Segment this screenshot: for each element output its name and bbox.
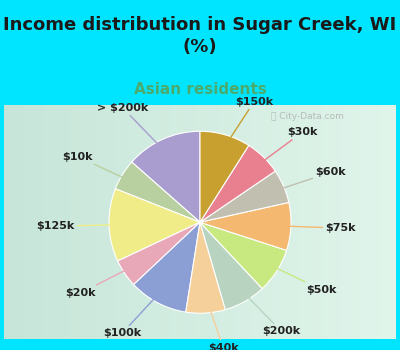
Text: $125k: $125k bbox=[36, 221, 129, 231]
Text: Asian residents: Asian residents bbox=[134, 82, 266, 97]
Text: $60k: $60k bbox=[265, 167, 346, 194]
Wedge shape bbox=[109, 189, 200, 261]
Wedge shape bbox=[200, 202, 291, 250]
Text: $100k: $100k bbox=[103, 285, 167, 338]
Text: $10k: $10k bbox=[62, 152, 140, 185]
Text: $40k: $40k bbox=[204, 293, 238, 350]
Text: $50k: $50k bbox=[260, 260, 336, 295]
Wedge shape bbox=[200, 145, 275, 222]
Wedge shape bbox=[200, 171, 289, 222]
Wedge shape bbox=[134, 222, 200, 312]
Text: Income distribution in Sugar Creek, WI
(%): Income distribution in Sugar Creek, WI (… bbox=[3, 16, 397, 56]
Text: > $200k: > $200k bbox=[97, 103, 171, 158]
Text: $150k: $150k bbox=[220, 97, 273, 154]
Wedge shape bbox=[200, 131, 249, 222]
Wedge shape bbox=[200, 222, 286, 289]
Text: $20k: $20k bbox=[66, 262, 141, 298]
Text: $200k: $200k bbox=[235, 284, 300, 336]
Text: $30k: $30k bbox=[249, 127, 318, 171]
Wedge shape bbox=[115, 162, 200, 222]
Wedge shape bbox=[118, 222, 200, 285]
Wedge shape bbox=[200, 222, 262, 310]
Wedge shape bbox=[186, 222, 225, 313]
Text: $75k: $75k bbox=[271, 223, 356, 233]
Text: ⓘ City-Data.com: ⓘ City-Data.com bbox=[270, 112, 344, 121]
Wedge shape bbox=[132, 131, 200, 222]
